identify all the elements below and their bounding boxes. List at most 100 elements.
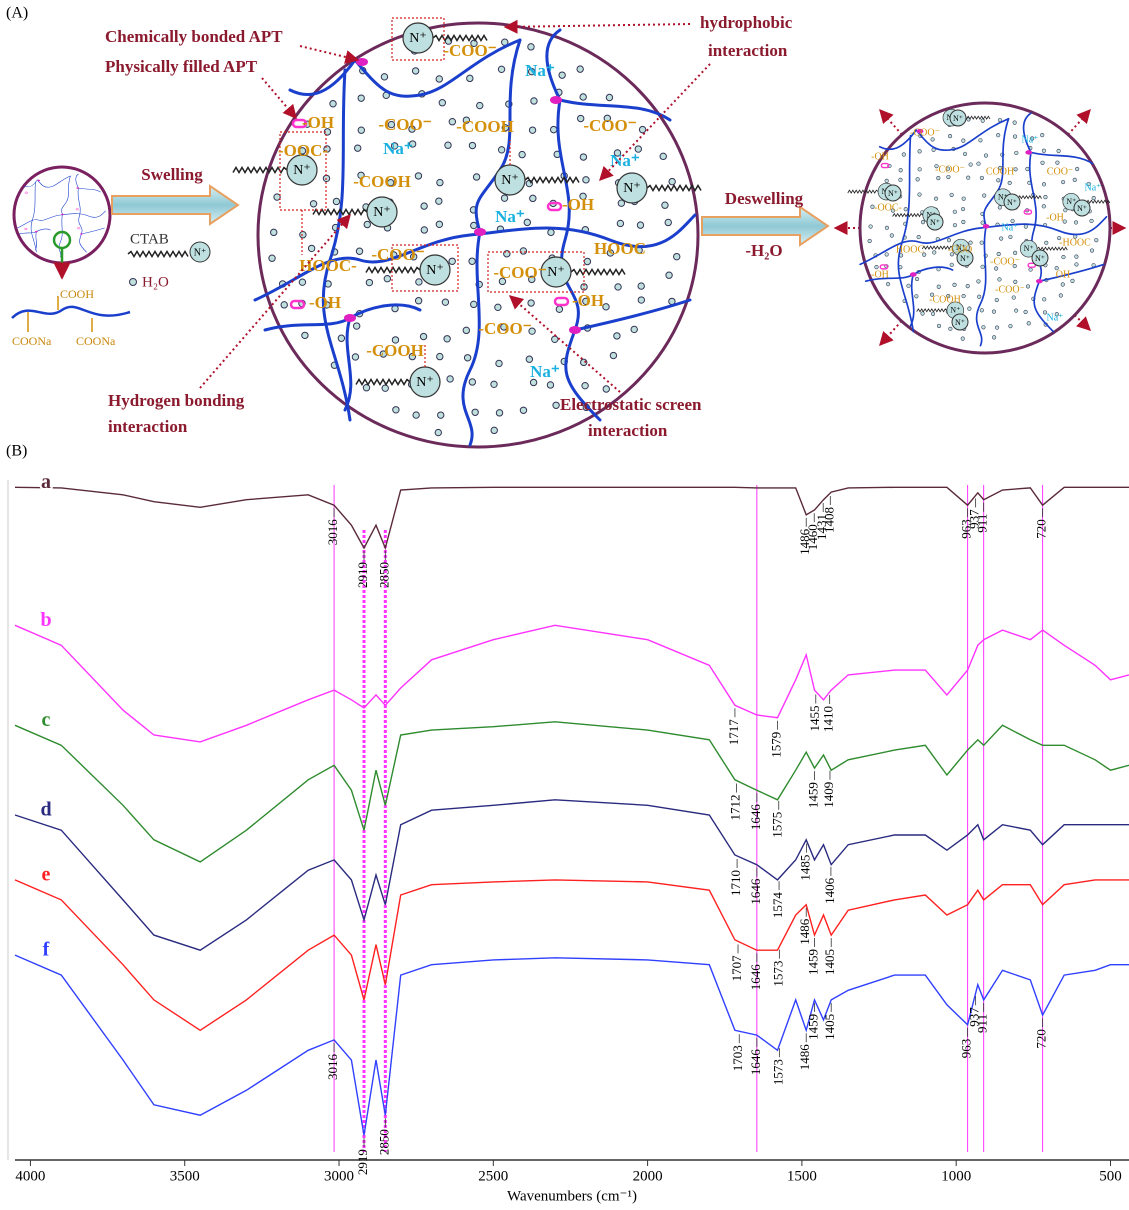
water-dot <box>577 66 583 72</box>
peak-label: 1646 <box>748 878 763 905</box>
ammonium-label: N⁺ <box>547 265 565 280</box>
x-tick-label: 4000 <box>15 1168 45 1184</box>
ammonium-label: N⁺ <box>194 247 207 258</box>
hydrophobic-label: interaction <box>708 41 788 60</box>
water-dot <box>639 126 645 132</box>
water-dot <box>310 201 316 207</box>
peak-label: 1410 <box>821 706 836 732</box>
surfactant-tail <box>128 252 188 257</box>
water-dot <box>302 332 308 338</box>
peak-label: 1707 <box>729 955 744 982</box>
water-dot <box>449 119 455 125</box>
group-label: -COOH <box>456 117 514 136</box>
peak-label: 1646 <box>748 1049 763 1076</box>
group-label: Na⁺ <box>1022 134 1039 145</box>
water-dot <box>550 126 556 132</box>
water-dot <box>330 101 336 107</box>
water-dot <box>447 376 453 382</box>
group-label: -OOC- <box>874 202 902 213</box>
x-tick-label: 2000 <box>633 1168 663 1184</box>
peak-label: 720 <box>1034 519 1049 539</box>
water-dot <box>356 248 362 254</box>
water-dot <box>281 302 287 308</box>
water-dot <box>416 279 422 285</box>
water-dot <box>501 195 507 201</box>
group-label: -OH <box>1046 212 1064 223</box>
group-label: OH <box>1056 269 1070 280</box>
series-label: d <box>40 799 51 821</box>
panel-label: (B) <box>6 443 27 460</box>
peak-label: 1573 <box>770 961 785 987</box>
peak-label: 3016 <box>325 519 340 546</box>
series-label: a <box>41 471 51 493</box>
water-dot <box>269 255 275 261</box>
x-tick-label: 1000 <box>941 1168 971 1184</box>
group-label: -COOH <box>366 341 424 360</box>
water-dot <box>393 407 399 413</box>
group-label: -COO⁻ <box>935 164 965 175</box>
water-dot <box>413 412 419 418</box>
water-dot <box>559 72 565 78</box>
water-dot <box>436 198 442 204</box>
water-dot <box>300 232 306 238</box>
water-dot <box>498 147 504 153</box>
water-dot <box>436 76 442 82</box>
water-dot <box>274 194 280 200</box>
page: {"panel_a": {"label": "(A)", "chemically… <box>0 0 1129 1210</box>
hydrogen-bonding-label: Hydrogen bonding <box>108 391 245 410</box>
ammonium-label: N⁺ <box>373 205 391 220</box>
water-dot <box>528 44 534 50</box>
peak-label: 2919 <box>355 562 370 588</box>
electrostatic-label: Electrostatic screen <box>560 395 702 414</box>
water-dot <box>498 66 504 72</box>
water-dot <box>530 195 536 201</box>
water-dot <box>617 220 623 226</box>
peak-label: 1579 <box>769 732 784 758</box>
peak-label: 963 <box>959 1039 974 1059</box>
group-label: Na⁺ <box>610 151 640 170</box>
group-label: -COO <box>948 244 972 255</box>
water-dot <box>553 402 559 408</box>
hydrogen-bonding-label: interaction <box>108 417 188 436</box>
water-dot <box>610 352 616 358</box>
peak-label: 1486 <box>797 918 812 945</box>
series-label: e <box>42 863 51 885</box>
group-label: -OH <box>302 113 334 132</box>
water-dot <box>606 94 612 100</box>
water-dot <box>442 299 448 305</box>
water-dot <box>363 385 369 391</box>
spectrum <box>15 625 1129 742</box>
water-dot <box>548 229 554 235</box>
water-dot <box>308 245 314 251</box>
water-dot <box>444 336 450 342</box>
water-dot <box>271 229 277 235</box>
water-dot <box>666 272 672 278</box>
water-dot <box>556 306 562 312</box>
peak-label: 1409 <box>821 782 836 808</box>
water-dot <box>637 222 643 228</box>
ftir-plot: 4000350030002500200015001000500Wavenumbe… <box>8 471 1129 1205</box>
x-tick-label: 3500 <box>170 1168 200 1184</box>
ammonium-label: N⁺ <box>409 31 427 46</box>
series-label: b <box>40 609 51 631</box>
water-dot <box>665 219 671 225</box>
water-dot <box>338 335 344 341</box>
water-dot <box>381 74 387 80</box>
water-dot <box>415 173 421 179</box>
hydrophobic-label: hydrophobic <box>700 13 793 32</box>
molecule-label: COONa <box>76 334 116 348</box>
water-dot <box>130 279 137 286</box>
water-dot <box>669 178 675 184</box>
peak-label: 1703 <box>730 1045 745 1071</box>
peak-label: 1406 <box>822 877 837 904</box>
water-dot <box>366 279 372 285</box>
water-dot <box>384 275 390 281</box>
water-dot <box>496 360 502 366</box>
peak-label: 1717 <box>726 719 741 746</box>
water-dot <box>437 353 443 359</box>
group-label: HOOC- <box>299 256 357 275</box>
group-label: -OOC- <box>278 141 328 160</box>
peak-label: 1459 <box>806 782 821 808</box>
series-label: c <box>42 709 51 731</box>
water-dot <box>353 323 359 329</box>
